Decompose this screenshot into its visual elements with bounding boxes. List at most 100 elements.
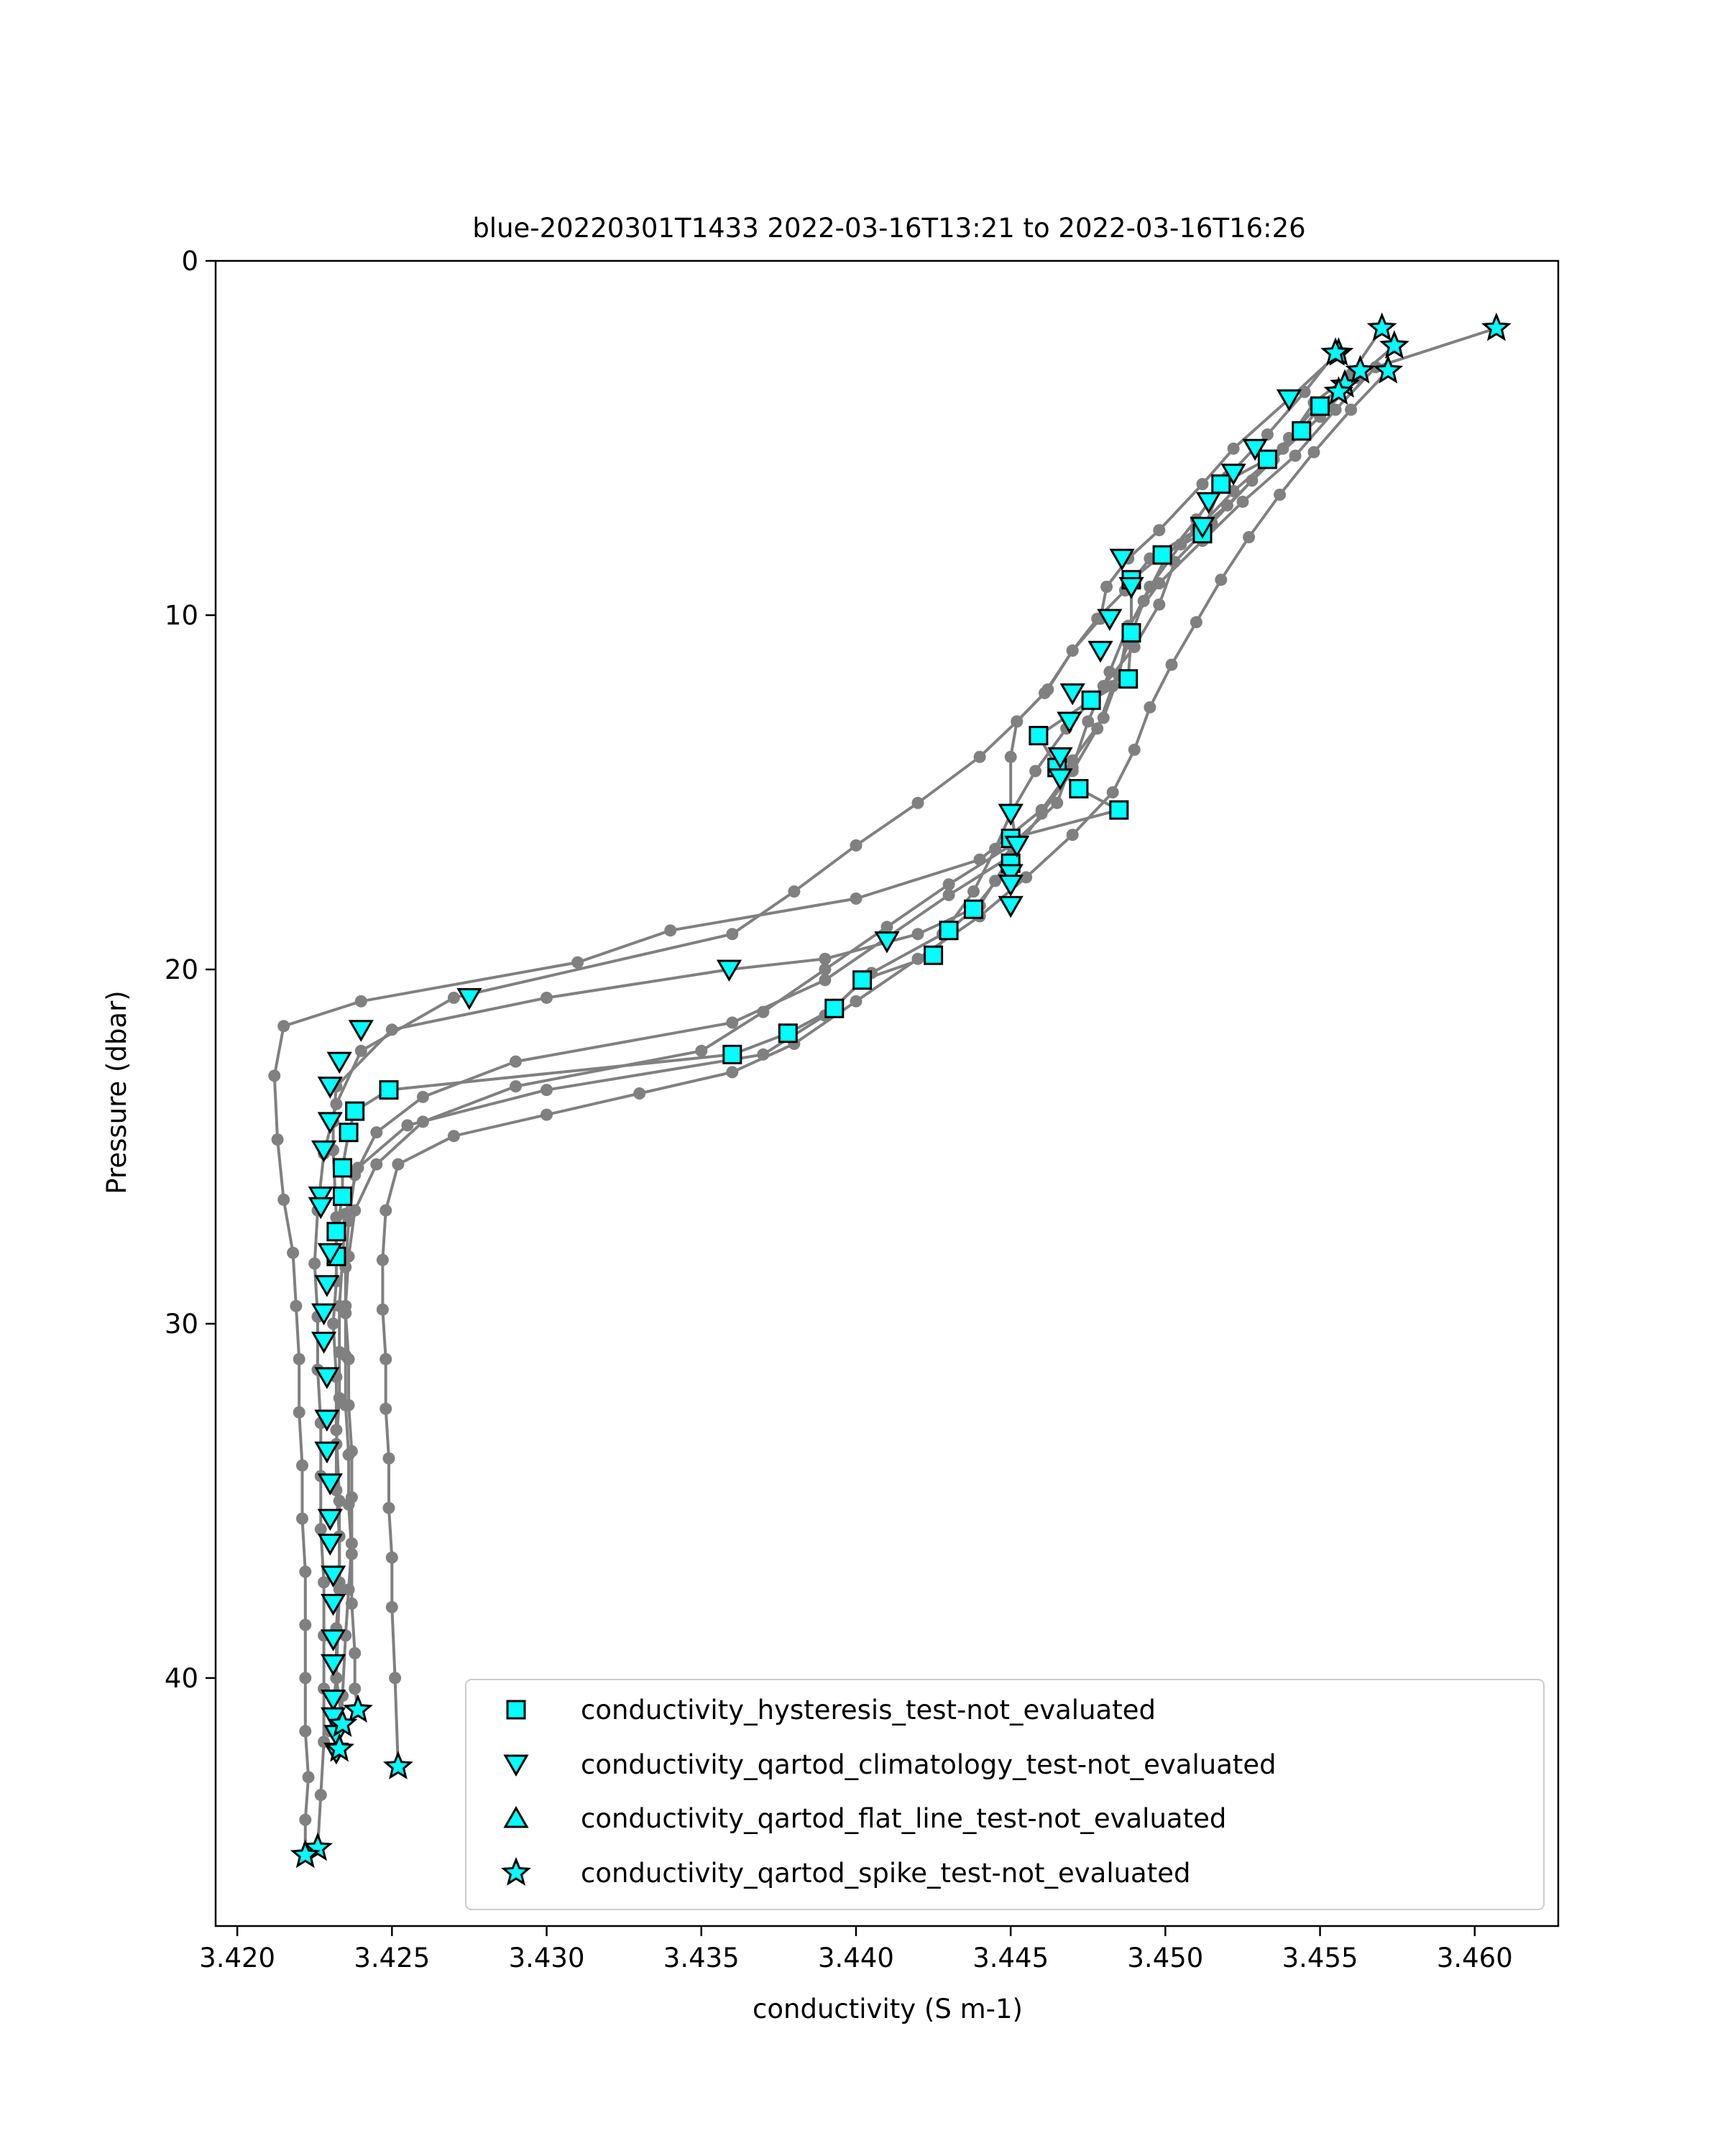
- climatology-marker: [321, 1593, 346, 1616]
- profile-point: [1004, 750, 1017, 763]
- spike-marker: [383, 1751, 413, 1779]
- profile-point: [314, 1789, 327, 1802]
- x-tick-label: 3.460: [1437, 1943, 1513, 1973]
- profile-point: [354, 1044, 367, 1057]
- profile-point: [299, 1672, 312, 1685]
- profile-point: [382, 1501, 395, 1514]
- legend: conductivity_hysteresis_test-not_evaluat…: [465, 1679, 1545, 1910]
- profile-point: [1236, 495, 1249, 508]
- profile-point: [333, 1345, 346, 1358]
- profile-point: [911, 796, 924, 809]
- spike-marker: [1366, 312, 1397, 341]
- profile-point: [1153, 524, 1166, 537]
- climatology-marker: [1047, 747, 1073, 770]
- profile-point: [345, 1597, 358, 1610]
- profile-point: [1106, 786, 1119, 798]
- profile-point: [333, 1494, 346, 1507]
- profile-point: [299, 1725, 312, 1738]
- profile-point: [973, 750, 986, 763]
- profile-point: [819, 974, 832, 987]
- profile-point: [1227, 442, 1240, 455]
- spike-marker: [1379, 330, 1409, 359]
- profile-point: [1137, 594, 1150, 607]
- profile-point: [1274, 488, 1287, 501]
- profile-point: [392, 1158, 405, 1171]
- profile-point: [540, 1084, 553, 1097]
- profile-line-2: [313, 327, 1384, 1848]
- legend-symbol-spike: [501, 1857, 531, 1886]
- spike-marker: [1345, 354, 1376, 384]
- legend-symbols: [501, 1700, 531, 1886]
- profile-point: [1066, 754, 1079, 767]
- climatology-marker: [348, 1020, 374, 1042]
- hysteresis-marker: [1109, 800, 1129, 820]
- profile-point: [1144, 581, 1156, 593]
- x-tick-label: 3.420: [199, 1943, 275, 1973]
- hysteresis-marker: [326, 1222, 346, 1242]
- hysteresis-marker: [379, 1080, 399, 1100]
- y-tick-label: 40: [165, 1663, 198, 1694]
- profile-point: [1103, 665, 1116, 678]
- climatology-marker: [1190, 517, 1215, 539]
- profile-point: [942, 888, 955, 901]
- legend-label-spike: conductivity_qartod_spike_test-not_evalu…: [581, 1858, 1191, 1889]
- spike-marker: [1323, 376, 1354, 405]
- profile-point: [277, 1020, 290, 1033]
- hysteresis-marker: [824, 998, 845, 1018]
- climatology-marker: [1097, 609, 1123, 631]
- profile-point: [385, 1023, 398, 1036]
- profile-point: [850, 839, 862, 852]
- climatology-marker: [314, 1409, 340, 1432]
- legend-label-flat-line: conductivity_qartod_flat_line_test-not_e…: [581, 1803, 1226, 1834]
- profile-point: [447, 991, 460, 1004]
- hysteresis-marker: [1292, 421, 1312, 441]
- profile-point: [293, 1406, 305, 1419]
- climatology-marker: [311, 1140, 337, 1163]
- climatology-marker: [1220, 464, 1246, 486]
- climatology-marker: [998, 864, 1024, 886]
- profile-point: [942, 878, 955, 891]
- profile-point: [345, 1491, 358, 1503]
- y-axis: 0 10 20 30 40: [165, 246, 216, 1694]
- profile-point: [989, 842, 1002, 855]
- profile-point: [1035, 807, 1048, 820]
- profile-point: [540, 1108, 553, 1121]
- profile-point: [296, 1459, 308, 1472]
- profile-point: [351, 1161, 364, 1174]
- climatology-marker: [314, 1275, 340, 1297]
- climatology-marker: [1109, 548, 1135, 571]
- profile-point: [633, 1087, 646, 1100]
- profile-point: [1345, 403, 1358, 416]
- profile-point: [333, 1299, 346, 1312]
- hysteresis-marker: [778, 1023, 798, 1044]
- spike-marker: [324, 1733, 355, 1762]
- profile-point: [354, 995, 367, 1008]
- profile-point: [1153, 598, 1166, 611]
- profile-point: [1165, 658, 1178, 671]
- hysteresis-marker: [1081, 690, 1101, 710]
- climatology-marker: [998, 803, 1024, 826]
- hysteresis-marker: [1152, 545, 1172, 565]
- climatology-marker: [1242, 438, 1268, 461]
- climatology-marker: [1004, 835, 1030, 858]
- profile-point: [757, 1005, 770, 1018]
- profile-point: [299, 1618, 312, 1631]
- profile-point: [1097, 711, 1110, 724]
- hysteresis-marker: [722, 1044, 742, 1064]
- x-axis: 3.420 3.425 3.430 3.435 3.440 3.445 3.450 3.455…: [199, 1926, 1513, 1973]
- profile-point: [370, 1158, 383, 1171]
- climatology-marker: [314, 1367, 340, 1389]
- climatology-marker: [321, 1629, 346, 1651]
- profile-point: [1051, 796, 1064, 809]
- climatology-marker: [1276, 389, 1302, 412]
- profile-point: [345, 1547, 358, 1560]
- profile-point: [1221, 499, 1233, 512]
- profile-point: [850, 995, 862, 1008]
- climatology-marker: [317, 1534, 343, 1556]
- x-tick-label: 3.450: [1127, 1943, 1203, 1973]
- profile-point: [333, 1392, 346, 1404]
- y-tick-label: 0: [181, 246, 198, 277]
- hysteresis-marker: [1029, 726, 1049, 746]
- profile-point: [1128, 743, 1141, 756]
- climatology-marker: [317, 1077, 343, 1099]
